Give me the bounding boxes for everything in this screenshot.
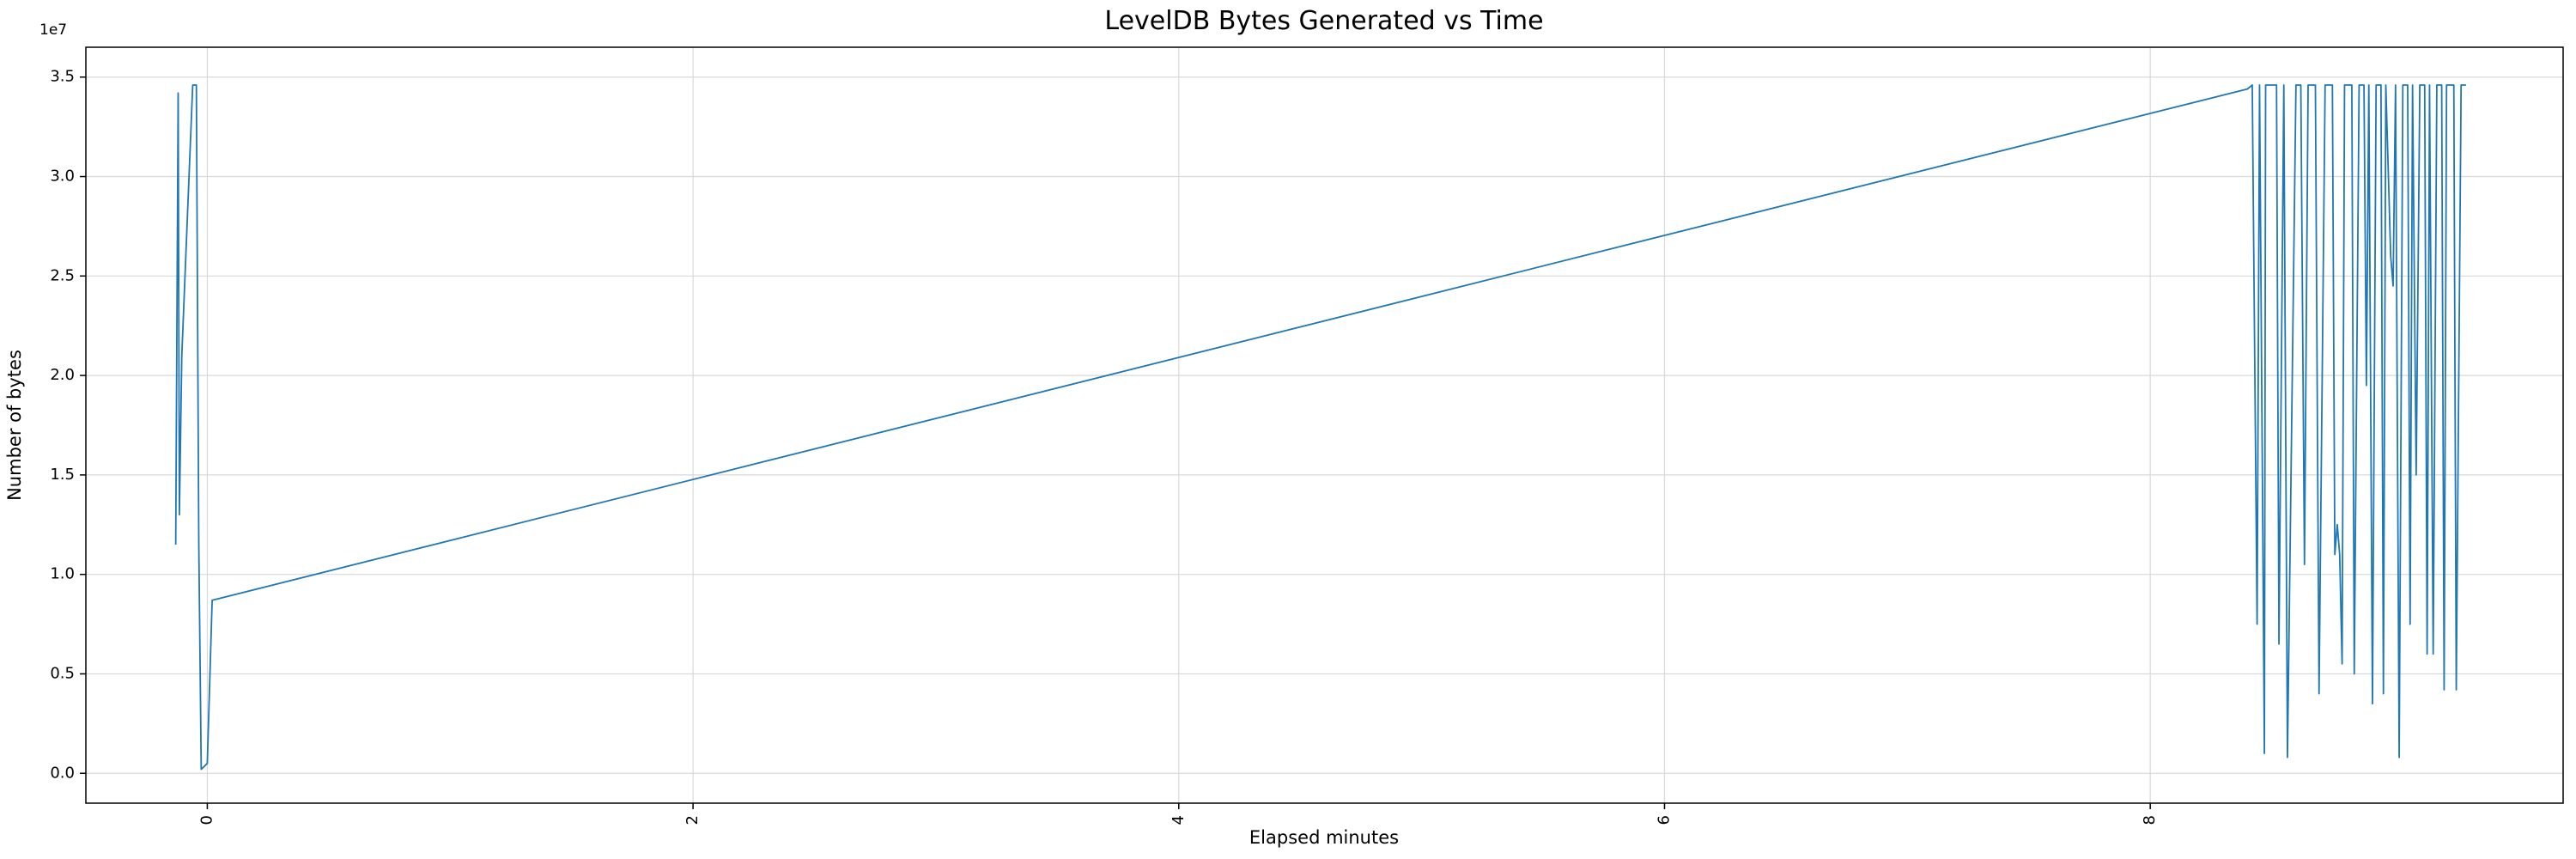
chart-title: LevelDB Bytes Generated vs Time: [1104, 6, 1543, 36]
plot-border: [85, 46, 2564, 804]
y-axis-label: Number of bytes: [4, 350, 25, 501]
y-tick-label: 0.5: [50, 664, 75, 682]
y-tick-label: 2.0: [50, 366, 75, 384]
x-tick-label: 6: [1655, 815, 1673, 825]
tick-label-layer: 0 2 4 6 8 0.0 0.5 1.0 1.5 2.0 2.5 3.0 3.5: [50, 68, 2159, 825]
x-tick-label: 2: [683, 815, 702, 825]
data-line-bytes-generated: [174, 84, 2466, 771]
x-tick-label: 4: [1170, 815, 1188, 825]
x-tick-label: 8: [2141, 815, 2159, 825]
x-axis-label: Elapsed minutes: [1249, 827, 1399, 848]
data-layer: [174, 84, 2466, 771]
y-tick-label: 3.0: [50, 168, 75, 186]
y-tick-label: 0.0: [50, 764, 75, 782]
y-tick-label: 1.0: [50, 565, 75, 583]
y-tick-label: 3.5: [50, 68, 75, 86]
y-axis-offset-text: 1e7: [39, 21, 67, 39]
axis-layer: [80, 46, 2564, 809]
grid-layer: [86, 47, 2563, 803]
y-tick-label: 2.5: [50, 266, 75, 284]
y-tick-label: 1.5: [50, 466, 75, 484]
x-tick-label: 0: [197, 815, 216, 825]
